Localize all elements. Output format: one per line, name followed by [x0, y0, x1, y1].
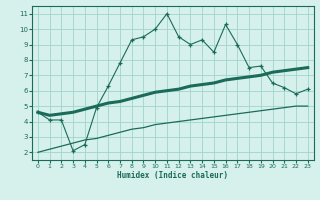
- X-axis label: Humidex (Indice chaleur): Humidex (Indice chaleur): [117, 171, 228, 180]
